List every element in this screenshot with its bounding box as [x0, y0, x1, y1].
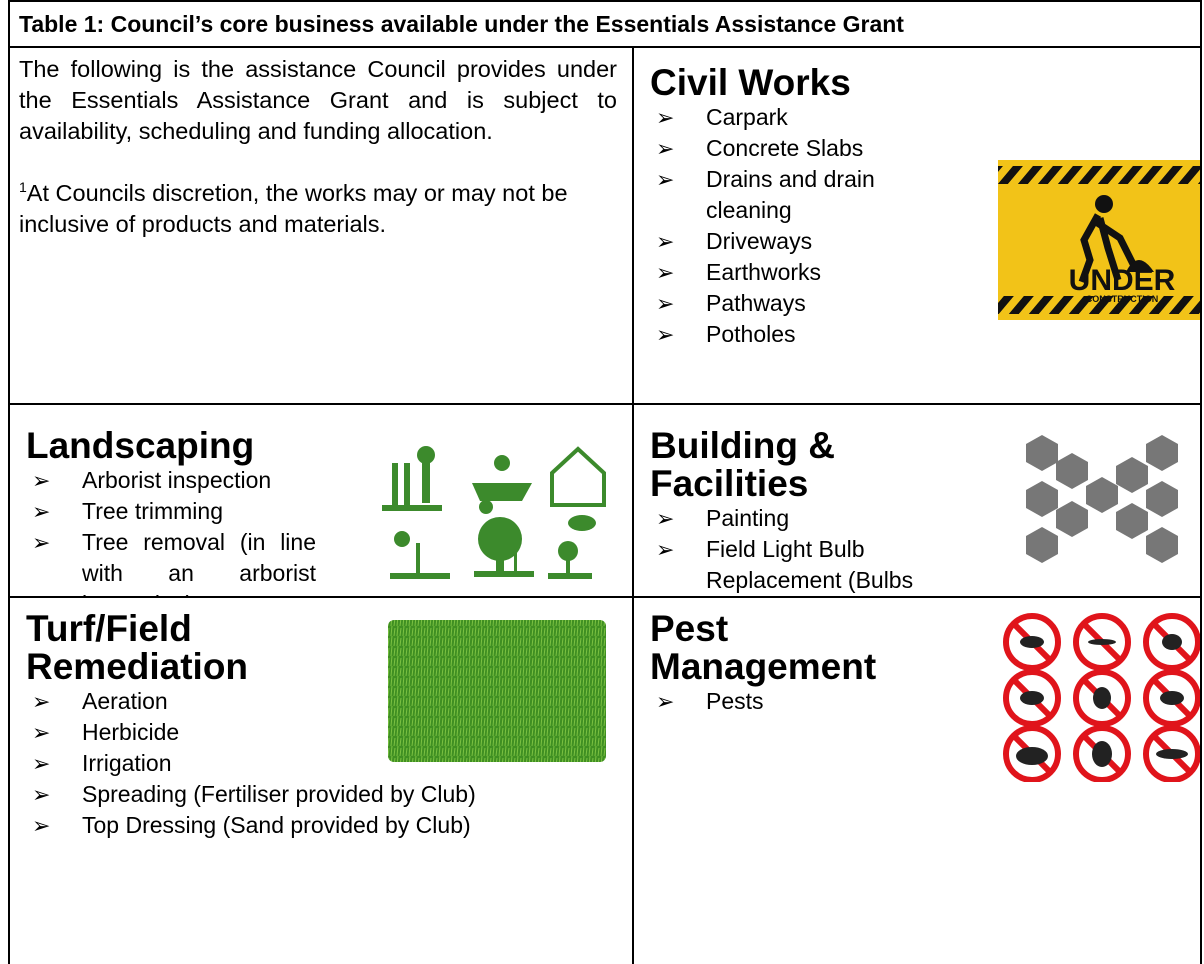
image-text: CONSTRUCTION [1086, 294, 1159, 304]
list-item: Concrete Slabs [644, 133, 904, 164]
list-item: Herbicide [20, 717, 620, 748]
section-heading: Civil Works [650, 62, 851, 103]
list-item: Earthworks [644, 257, 904, 288]
section-cell: Turf/Field Remediation AerationHerbicide… [8, 596, 632, 964]
list-item: Carpark [644, 102, 904, 133]
section-heading: Building & Facilities [650, 425, 835, 504]
list-item: Tree trimming [20, 496, 316, 527]
footnote-text: At Councils discretion, the works may or… [19, 180, 568, 237]
list-item: Irrigation [20, 748, 620, 779]
intro-paragraph: The following is the assistance Council … [19, 56, 617, 144]
list-item: Aeration [20, 686, 620, 717]
section-cell: Civil Works CarparkConcrete SlabsDrains … [632, 46, 1202, 403]
item-list: Arborist inspectionTree trimmingTree rem… [20, 465, 316, 596]
item-list: CarparkConcrete SlabsDrains and drain cl… [644, 102, 904, 350]
pest-image [1003, 613, 1200, 782]
item-list: AerationHerbicideIrrigationSpreading (Fe… [20, 686, 620, 841]
section-heading: Pest Management [650, 608, 877, 687]
landscaping-image [382, 446, 606, 579]
item-list: Pests [644, 686, 944, 717]
list-item: Pests [644, 686, 944, 717]
list-item: Painting [644, 503, 944, 534]
section-cell: Landscaping Arborist inspectionTree trim… [8, 403, 632, 596]
section-heading: Landscaping [26, 425, 255, 466]
image-text: UNDER [1069, 264, 1176, 297]
section-heading: Turf/Field Remediation [26, 608, 249, 687]
intro-cell: The following is the assistance Council … [8, 46, 632, 403]
section-cell: Pest Management Pests [632, 596, 1202, 964]
section-cell: Building & Facilities PaintingField Ligh… [632, 403, 1202, 596]
list-item: Drains and drain cleaning [644, 164, 904, 226]
construction-image: UNDER CONSTRUCTION [998, 160, 1200, 320]
list-item: Pathways [644, 288, 904, 319]
list-item: Tree removal (in line with an arborist i… [20, 527, 316, 596]
document: Table 1: Council’s core business availab… [8, 0, 1202, 964]
table-title: Table 1: Council’s core business availab… [8, 0, 1202, 46]
item-list: PaintingField Light Bulb Replacement (Bu… [644, 503, 944, 596]
list-item: Potholes [644, 319, 904, 350]
list-item: Spreading (Fertiliser provided by Club) [20, 779, 620, 810]
list-item: Field Light Bulb Replacement (Bulbs prov… [644, 534, 944, 596]
list-item: Driveways [644, 226, 904, 257]
footnote: 1At Councils discretion, the works may o… [19, 178, 619, 240]
footnote-mark: 1 [19, 179, 27, 195]
turf-image [388, 620, 606, 762]
building-image [1026, 435, 1178, 563]
list-item: Arborist inspection [20, 465, 316, 496]
list-item: Top Dressing (Sand provided by Club) [20, 810, 620, 841]
